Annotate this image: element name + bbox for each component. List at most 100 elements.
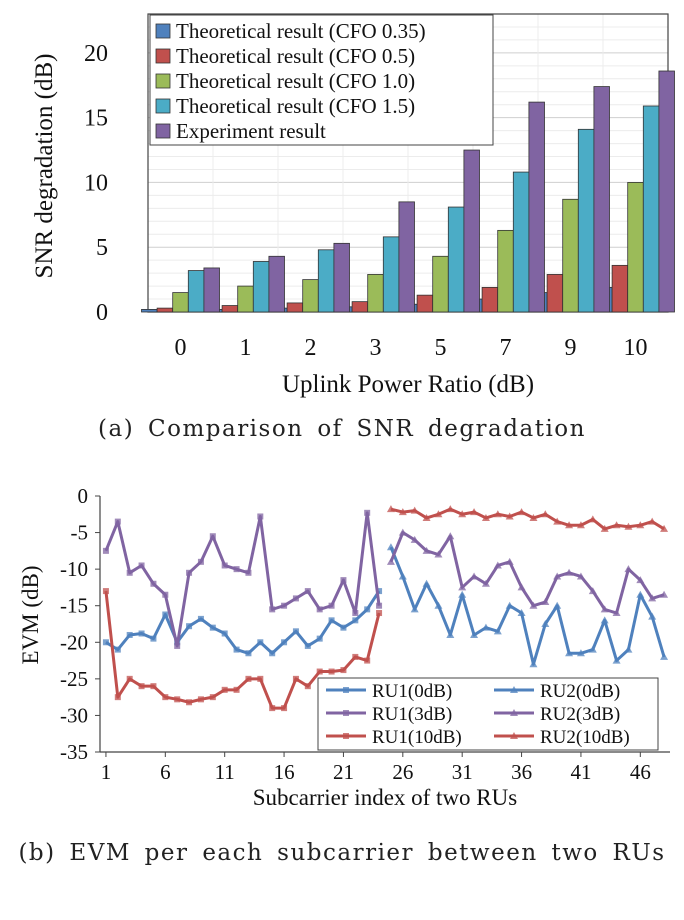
point-5-43	[600, 524, 609, 532]
y-tick-label: -35	[60, 740, 88, 764]
caption-a: (a) Comparison of SNR degradation	[98, 416, 586, 442]
point-0-2	[114, 646, 121, 653]
legend-entry: Theoretical result (CFO 0.35)	[176, 19, 426, 43]
point-5-32	[470, 508, 479, 516]
legend-entry: RU1(10dB)	[372, 727, 462, 748]
bar-3-9	[577, 128, 595, 313]
legend-marker	[343, 687, 349, 693]
legend-marker	[343, 733, 349, 739]
point-0-11	[221, 630, 228, 637]
point-2-23	[364, 509, 371, 516]
x-tick-label: 31	[452, 760, 473, 784]
bar-0-0	[141, 309, 158, 313]
point-3-43	[600, 605, 609, 613]
bar-1-5	[416, 294, 434, 313]
point-3-27	[410, 535, 419, 543]
point-0-15	[269, 650, 276, 657]
y-tick-label: 0	[78, 484, 89, 508]
point-1-42	[588, 645, 597, 653]
y-tick-label: -25	[60, 667, 88, 691]
point-2-8	[186, 569, 193, 576]
legend-box	[149, 14, 494, 146]
point-0-5	[150, 635, 157, 642]
legend-marker	[343, 710, 349, 716]
point-1-33	[481, 623, 490, 631]
point-3-42	[588, 587, 597, 595]
x-tick-label: 11	[215, 760, 235, 784]
point-1-45	[624, 645, 633, 653]
bar-2-2	[302, 279, 319, 313]
point-5-46	[636, 521, 645, 529]
series-line-0	[105, 590, 381, 655]
point-4-14	[257, 675, 264, 682]
bar-1-0	[156, 307, 174, 313]
point-5-45	[624, 522, 633, 530]
y-tick-label: -10	[60, 557, 88, 581]
point-4-23	[364, 657, 371, 664]
point-4-12	[233, 686, 240, 693]
point-2-19	[316, 606, 323, 613]
point-4-15	[269, 705, 276, 712]
point-4-1	[102, 588, 109, 595]
x-tick-label: 46	[630, 760, 651, 784]
point-0-16	[281, 639, 288, 646]
point-5-27	[410, 506, 419, 514]
point-2-14	[257, 513, 264, 520]
point-5-38	[541, 510, 550, 518]
point-0-9	[197, 615, 204, 622]
point-4-18	[304, 683, 311, 690]
y-axis-title: EVM (dB)	[18, 565, 43, 664]
point-4-24	[376, 610, 383, 617]
y-tick-label: 10	[84, 170, 108, 196]
legend-entry: RU1(0dB)	[372, 681, 452, 702]
legend-marker	[510, 686, 518, 693]
point-3-33	[481, 579, 490, 587]
y-tick-label: -5	[71, 521, 89, 545]
x-tick-label: 1	[101, 760, 112, 784]
point-4-3	[126, 675, 133, 682]
point-2-17	[292, 595, 299, 602]
snr-degradation-chart: 0 5 10 15 20 0 1 2 3 5 7 9 10 Uplink Power Ratio (dB)…	[31, 13, 675, 398]
point-1-35	[505, 601, 514, 609]
point-1-32	[470, 630, 479, 638]
point-4-9	[197, 696, 204, 703]
x-tick-label: 36	[511, 760, 532, 784]
point-2-13	[245, 569, 252, 576]
evm-chart: 0-5-10-15-20-25-30-351 6 11 16 21 26 31 36 41 46S…	[18, 484, 670, 810]
legend-swatch	[155, 73, 171, 89]
point-5-30	[446, 505, 455, 513]
point-5-35	[505, 512, 514, 520]
point-3-34	[493, 561, 502, 569]
y-tick-label: -15	[60, 594, 88, 618]
series-line-5	[390, 507, 665, 531]
y-tick-label: -30	[60, 703, 88, 727]
point-2-22	[352, 610, 359, 617]
point-1-34	[493, 627, 502, 635]
legend-swatch	[155, 48, 171, 64]
bar-1-2	[286, 302, 304, 313]
point-0-21	[340, 624, 347, 631]
point-1-38	[541, 620, 550, 627]
point-3-28	[422, 546, 431, 554]
point-2-4	[138, 562, 145, 569]
point-3-26	[398, 528, 407, 536]
x-tick-label: 7	[500, 335, 512, 361]
point-5-42	[588, 515, 597, 523]
legend-entry: Theoretical result (CFO 1.5)	[176, 94, 415, 118]
point-4-4	[138, 683, 145, 690]
x-axis-title: Uplink Power Ratio (dB)	[282, 371, 534, 398]
bar-4-10	[658, 70, 675, 313]
point-2-20	[328, 602, 335, 609]
bar-3-0	[187, 270, 205, 313]
point-4-21	[340, 667, 347, 674]
bar-2-5	[432, 255, 449, 313]
x-tick-label: 26	[392, 760, 413, 784]
bar-1-7	[481, 286, 499, 313]
legend-swatch	[155, 98, 171, 114]
point-1-30	[446, 630, 455, 638]
point-1-29	[434, 601, 443, 609]
point-2-7	[174, 642, 181, 649]
point-4-7	[174, 696, 181, 703]
y-tick-label: -20	[60, 630, 88, 654]
legend-entry: Theoretical result (CFO 0.5)	[176, 44, 415, 68]
